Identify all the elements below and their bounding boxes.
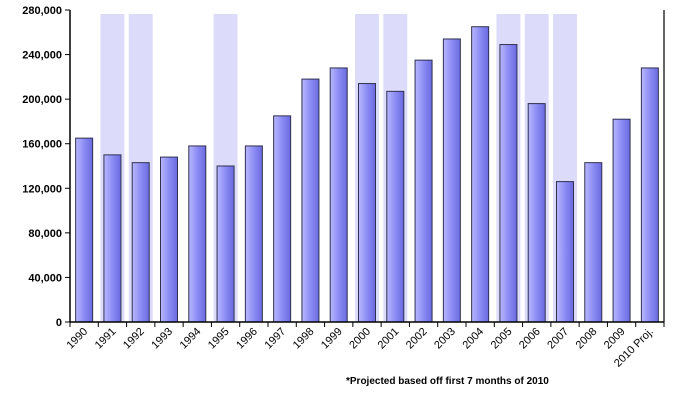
y-tick-label: 120,000	[22, 183, 62, 195]
bar-2002	[414, 59, 433, 323]
bar-1996	[244, 145, 263, 323]
bar-2010-proj	[640, 67, 659, 323]
bar-1990	[75, 137, 94, 323]
x-tick-label-2009: 2009	[602, 326, 628, 352]
bar-1997	[273, 115, 292, 323]
x-tick-label-2003: 2003	[432, 326, 458, 352]
y-axis-ticks: 0 40,000 80,000 120,000 160,000 200,000 240,00…	[22, 5, 70, 329]
bars	[75, 26, 659, 323]
bar-1995	[216, 165, 235, 323]
x-tick-label-2006: 2006	[517, 326, 543, 352]
bar-2006	[527, 103, 546, 323]
x-tick-label-1991: 1991	[93, 326, 119, 352]
x-tick-label-1990: 1990	[64, 326, 90, 352]
bar-2007	[556, 181, 574, 323]
y-tick-label: 80,000	[28, 228, 62, 240]
bar-1993	[160, 156, 178, 323]
x-tick-label-2001: 2001	[376, 326, 402, 352]
x-tick-label-1992: 1992	[121, 326, 147, 352]
y-tick-label: 200,000	[22, 94, 62, 106]
x-tick-label-1996: 1996	[234, 326, 260, 352]
x-tick-label-1993: 1993	[149, 326, 175, 352]
y-tick-label: 240,000	[22, 50, 62, 62]
bar-1991	[103, 154, 122, 323]
bar-1994	[188, 145, 207, 323]
y-tick-label: 160,000	[22, 139, 62, 151]
x-tick-label-2002: 2002	[404, 326, 430, 352]
bar-2009	[612, 118, 631, 323]
x-tick-label-2008: 2008	[574, 326, 600, 352]
bar-2008	[584, 162, 603, 323]
bar-1998	[301, 78, 320, 323]
bar-2004	[471, 26, 490, 323]
bar-2001	[386, 90, 405, 323]
x-tick-label-1994: 1994	[178, 326, 204, 352]
footnote: *Projected based off first 7 months of 2…	[346, 376, 549, 387]
bar-2003	[442, 38, 461, 323]
bar-2000	[358, 83, 376, 323]
x-tick-label-1999: 1999	[319, 326, 345, 352]
y-tick-label: 280,000	[22, 5, 62, 17]
y-tick-label: 0	[56, 317, 62, 329]
x-tick-label-2007: 2007	[545, 326, 571, 352]
x-tick-label-1997: 1997	[262, 326, 288, 352]
y-tick-label: 40,000	[28, 272, 62, 284]
x-tick-label-2005: 2005	[489, 326, 515, 352]
bar-1992	[131, 162, 150, 323]
bar-2005	[499, 44, 518, 323]
x-tick-label-2000: 2000	[347, 326, 373, 352]
x-axis-ticks: 1990 1991 1992 1993 1994 1995 1996 1997 1998 1999…	[64, 322, 665, 370]
x-tick-label-1998: 1998	[291, 326, 317, 352]
bar-1999	[329, 67, 348, 323]
x-tick-label-1995: 1995	[206, 326, 232, 352]
axes	[69, 10, 665, 323]
x-tick-label-2004: 2004	[460, 326, 486, 352]
